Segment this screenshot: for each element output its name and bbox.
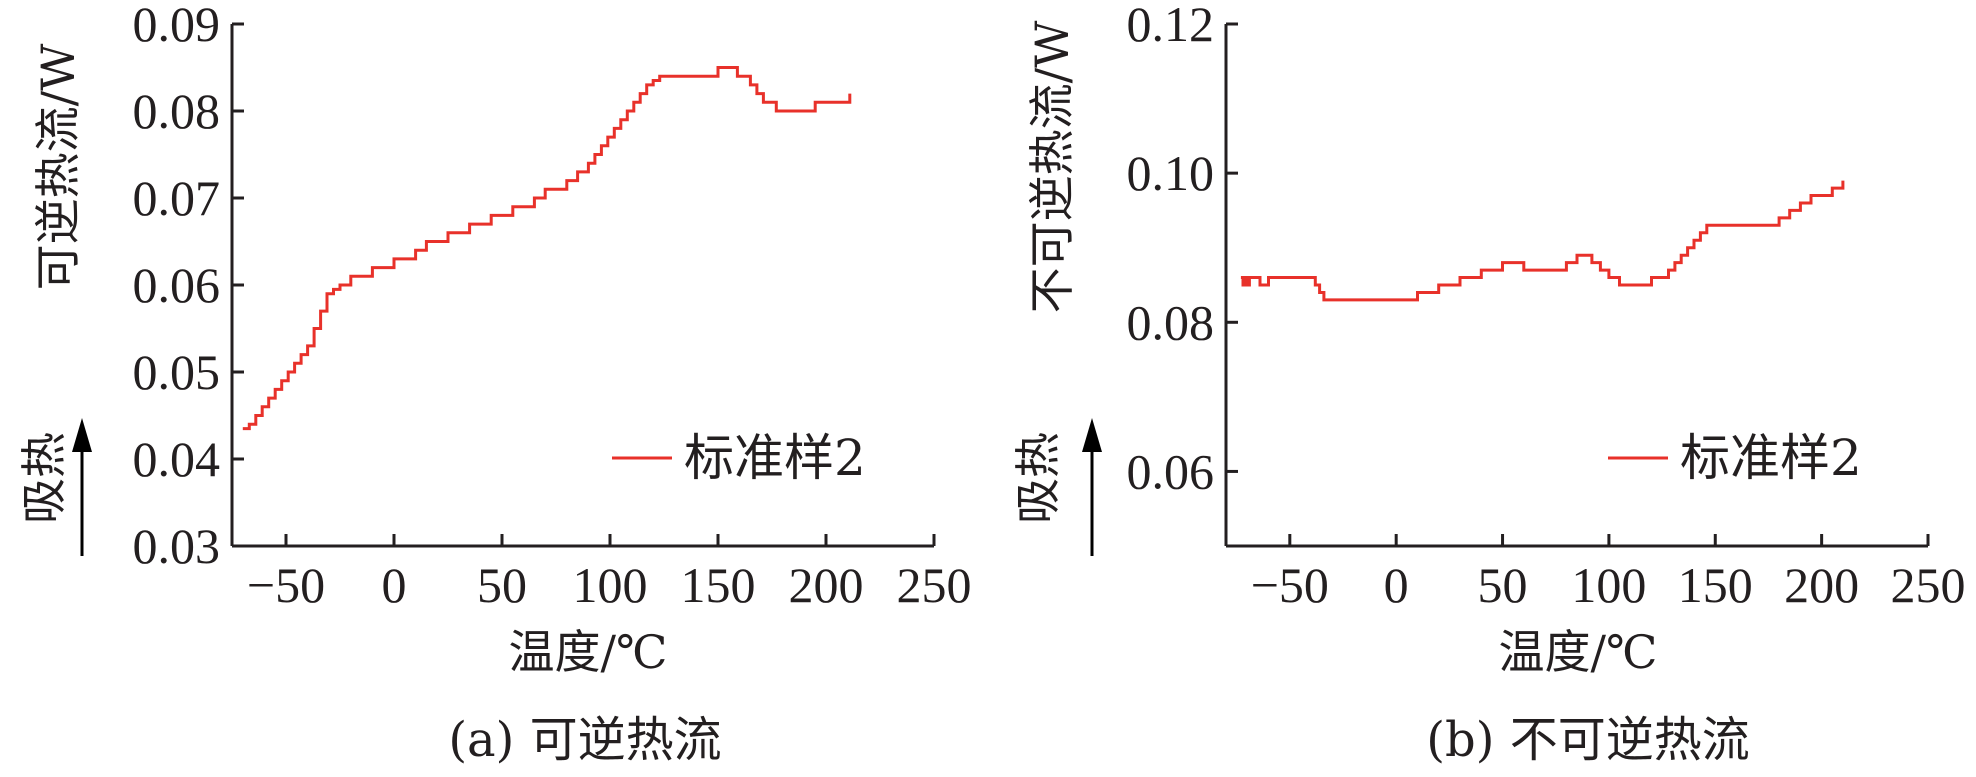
x-tick-label: 200 [789,557,864,613]
y-tick-label: 0.07 [133,170,221,226]
chart-caption: (b) 不可逆热流 [1426,712,1749,768]
endothermic-label: 吸热 [1011,432,1065,524]
y-tick-label: 0.04 [133,431,221,487]
x-tick-label: 0 [1384,557,1409,613]
legend-label: 标准样2 [684,429,866,487]
chart-panel-a: (a) 可逆热流 0.03 0.04 0.05 0.06 0.07 0.08 0.09 −50… [17,0,972,768]
x-tick-label: 50 [1478,557,1528,613]
y-tick-label: 0.12 [1127,0,1215,52]
x-tick-label: 200 [1784,557,1859,613]
x-tick-label: 150 [681,557,756,613]
x-tick-label: 50 [477,557,527,613]
y-tick-label: 0.06 [133,257,221,313]
y-tick-label: 0.08 [133,83,221,139]
series-line [242,66,852,431]
x-axis-title: 温度/℃ [1499,625,1658,679]
x-axis-title: 温度/℃ [509,625,668,679]
series-line [1240,180,1845,302]
y-axis-title: 可逆热流/W [31,43,85,290]
y-tick-label: 0.08 [1127,294,1215,350]
y-tick-label: 0.05 [133,344,221,400]
x-tick-label: −50 [1251,557,1329,613]
endothermic-label: 吸热 [17,432,71,524]
y-tick-label: 0.06 [1127,443,1215,499]
x-tick-label: 250 [1891,557,1966,613]
y-tick-label: 0.09 [133,0,221,52]
x-tick-label: 150 [1678,557,1753,613]
x-tick-label: 0 [382,557,407,613]
endothermic-arrow-head [1082,418,1102,452]
legend-label: 标准样2 [1680,429,1862,487]
chart-panel-b: (b) 不可逆热流 0.06 0.08 0.10 0.12 −50 0 50 100 150 20… [1011,0,1966,768]
x-tick-label: 250 [897,557,972,613]
y-tick-label: 0.10 [1127,145,1215,201]
chart-caption: (a) 可逆热流 [448,712,721,768]
x-tick-label: 100 [573,557,648,613]
x-tick-label: −50 [247,557,325,613]
endothermic-arrow-head [72,418,92,452]
y-tick-label: 0.03 [133,518,221,574]
x-tick-label: 100 [1571,557,1646,613]
y-axis-title: 不可逆热流/W [1025,20,1079,313]
